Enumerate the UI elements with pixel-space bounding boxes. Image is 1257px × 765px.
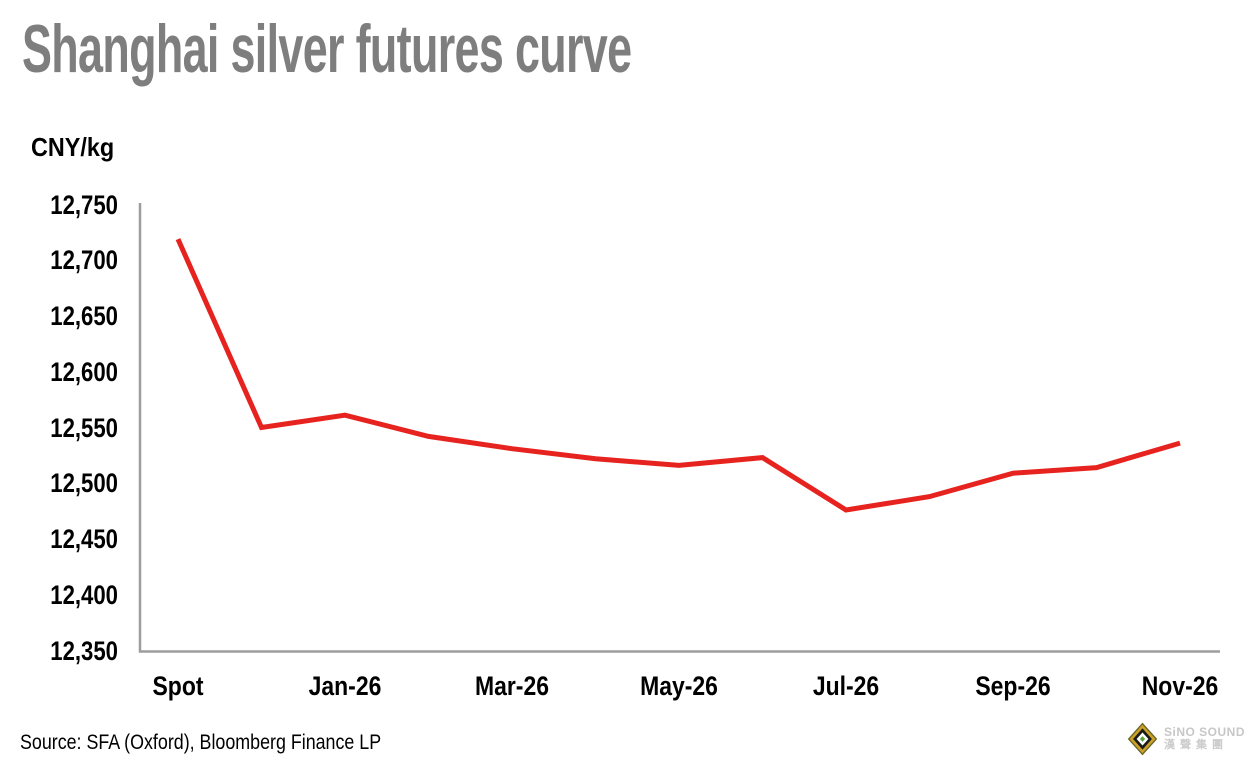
x-tick-label: Nov-26 xyxy=(1141,671,1219,701)
x-tick-label: Sep-26 xyxy=(975,671,1051,701)
y-tick-label: 12,400 xyxy=(50,579,118,610)
page-title: Shanghai silver futures curve xyxy=(22,11,632,87)
y-tick-label: 12,350 xyxy=(50,635,118,666)
diamond-logo-icon xyxy=(1127,722,1158,756)
y-tick-label: 12,600 xyxy=(50,356,118,387)
diamond-green-center xyxy=(1139,736,1146,742)
y-tick-label: 12,450 xyxy=(50,524,118,555)
x-tick-label: Jul-26 xyxy=(812,671,880,701)
chart-axes xyxy=(138,203,1220,653)
y-tick-label: 12,650 xyxy=(50,301,118,332)
x-tick-label: Mar-26 xyxy=(474,671,549,701)
y-tick-label: 12,550 xyxy=(50,412,118,443)
source-note: Source: SFA (Oxford), Bloomberg Finance … xyxy=(20,731,382,754)
y-axis-unit-label: CNY/kg xyxy=(31,132,115,162)
logo-text-en: SiNO SOUND xyxy=(1163,725,1245,739)
futures-curve-line xyxy=(175,238,1181,513)
y-tick-label: 12,700 xyxy=(50,245,118,276)
x-tick-label: May-26 xyxy=(640,671,718,701)
sino-sound-logo: SiNO SOUND 漢聲集團 xyxy=(1126,721,1245,757)
x-tick-label: Jan-26 xyxy=(308,671,382,701)
x-tick-label: Spot xyxy=(152,671,204,701)
logo-texts: SiNO SOUND 漢聲集團 xyxy=(1164,726,1245,752)
y-tick-label: 12,750 xyxy=(50,189,118,220)
logo-text-cn: 漢聲集團 xyxy=(1163,739,1228,751)
y-tick-label: 12,500 xyxy=(50,468,118,499)
